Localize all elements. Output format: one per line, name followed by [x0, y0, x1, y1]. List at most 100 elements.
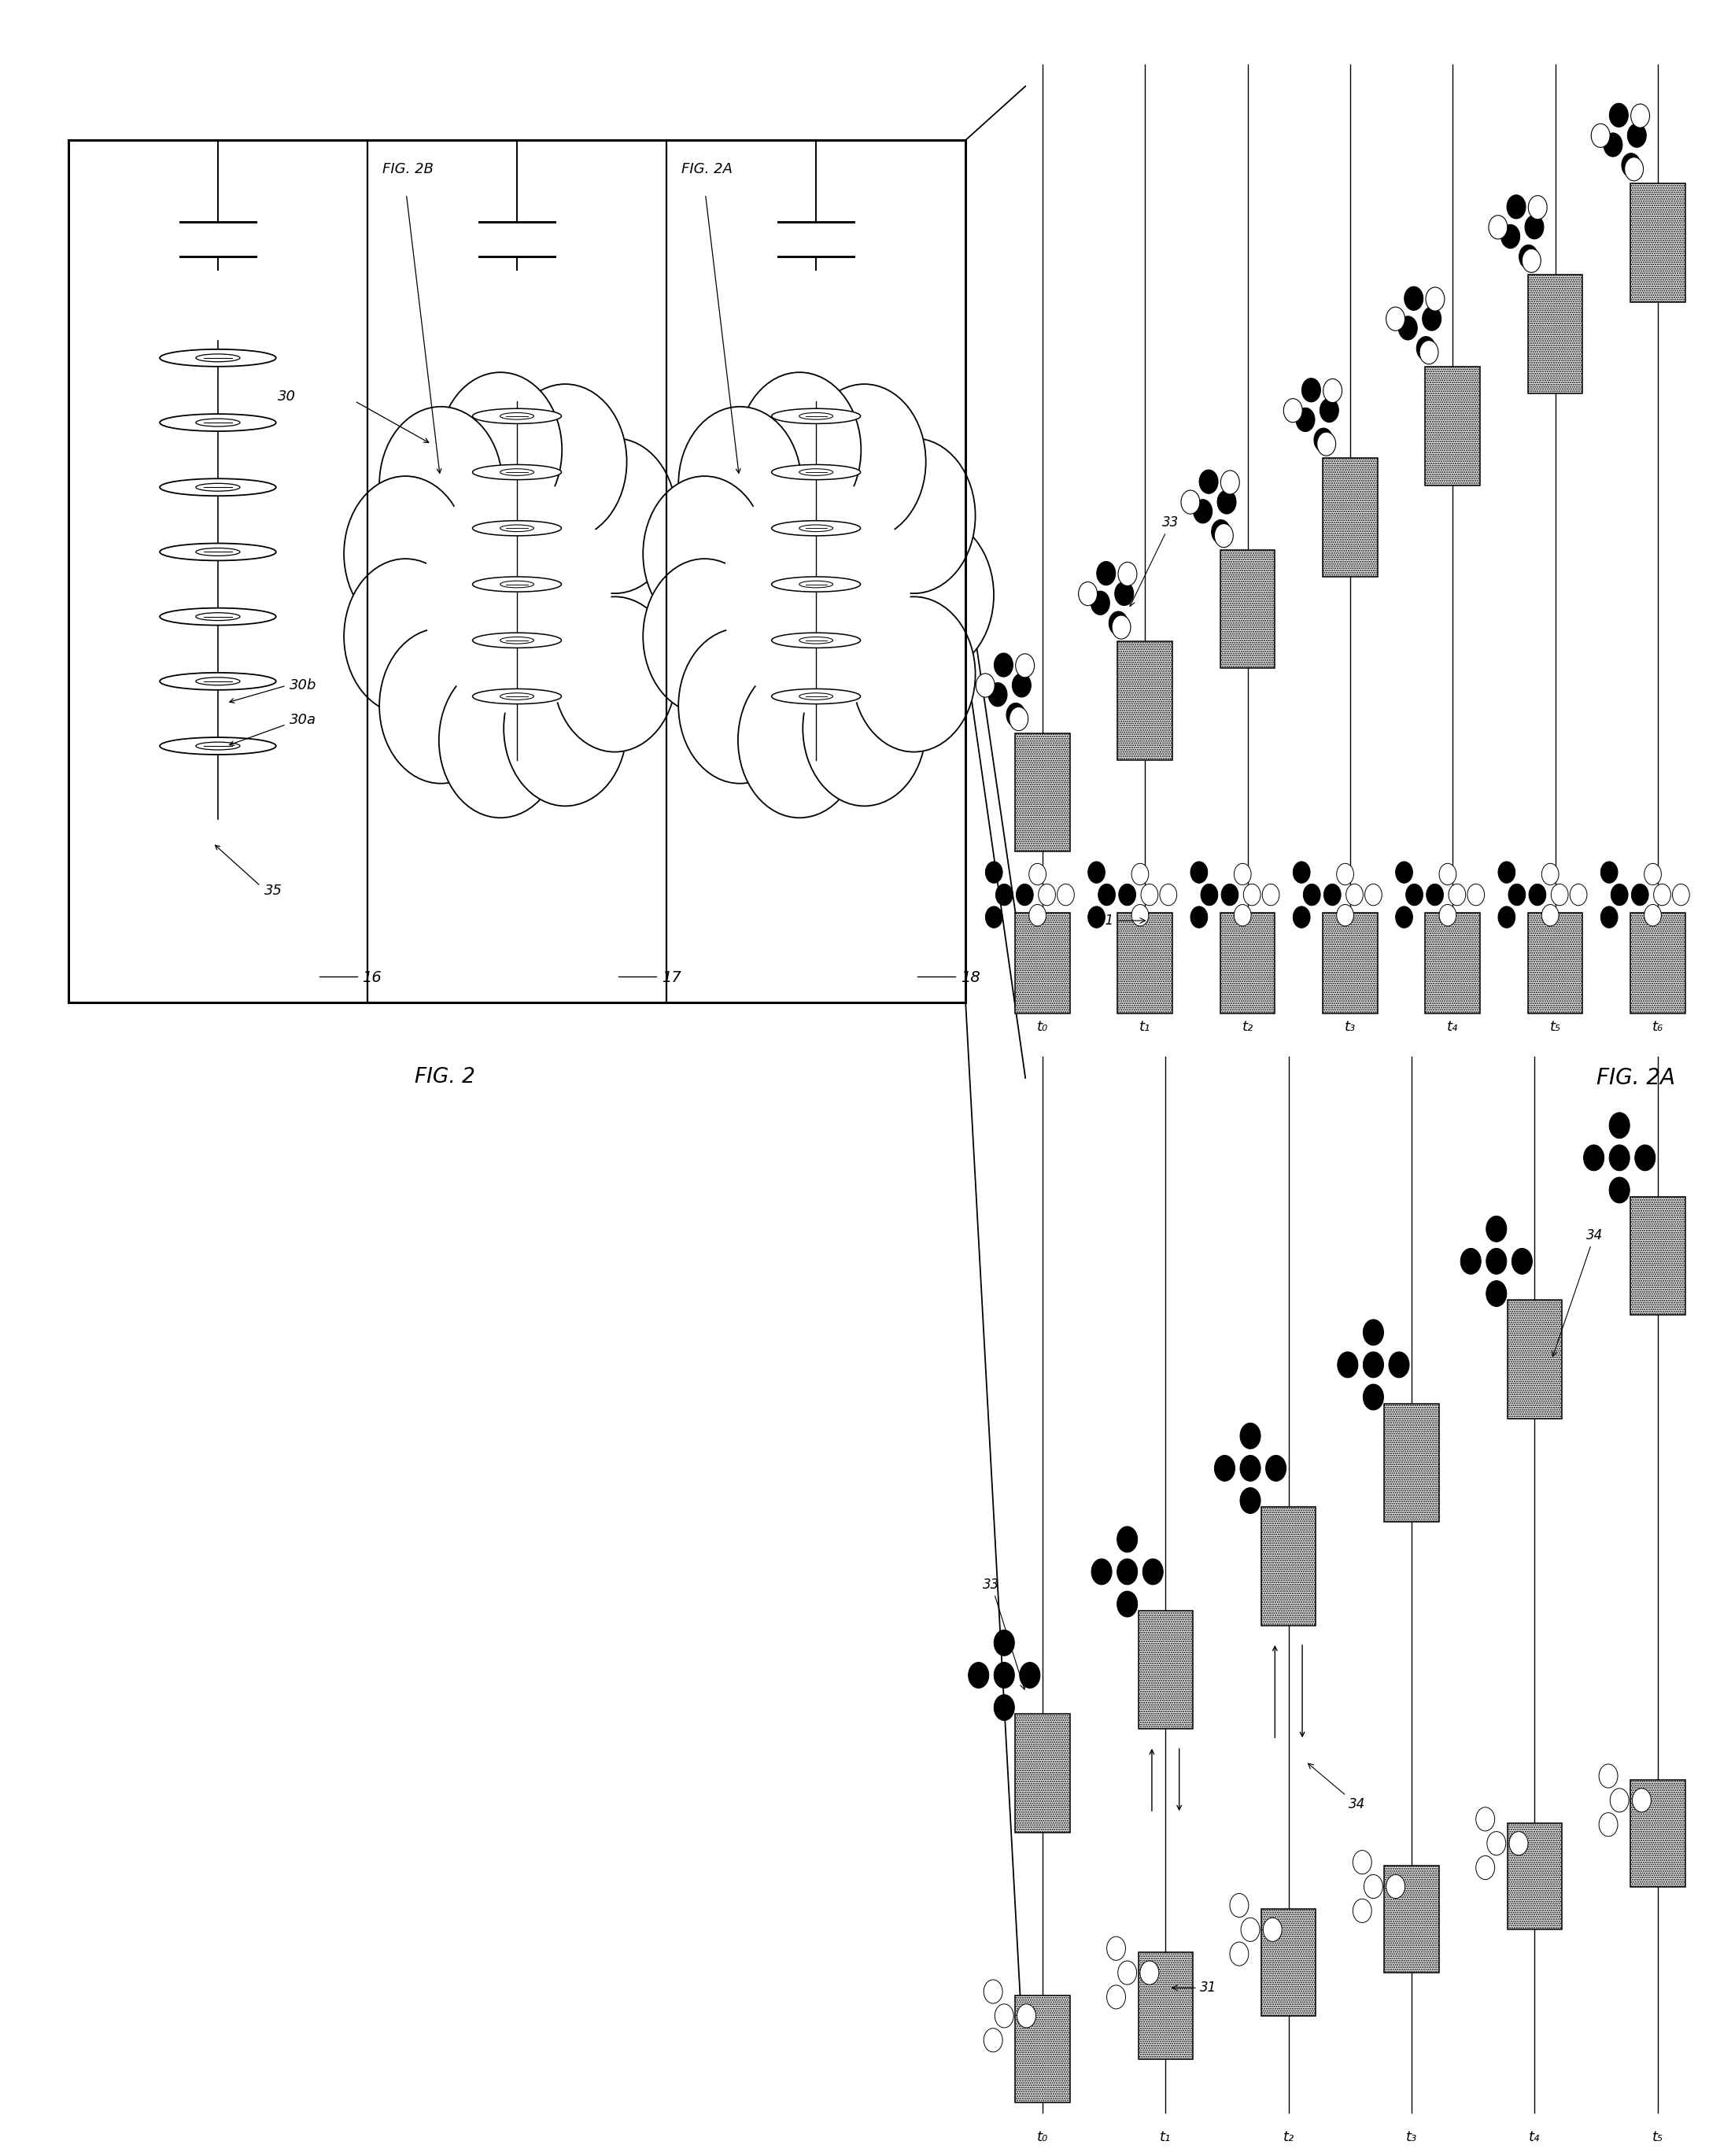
- Circle shape: [853, 597, 976, 752]
- Ellipse shape: [800, 580, 832, 589]
- Circle shape: [1627, 123, 1646, 147]
- Ellipse shape: [800, 636, 832, 645]
- Bar: [1015, 733, 1070, 852]
- Text: FIG. 2A: FIG. 2A: [682, 162, 733, 177]
- Circle shape: [1336, 906, 1354, 927]
- Circle shape: [554, 438, 677, 593]
- Bar: [1630, 912, 1685, 1013]
- Ellipse shape: [772, 690, 861, 703]
- Bar: [1015, 912, 1070, 1013]
- Ellipse shape: [501, 468, 533, 476]
- Circle shape: [1319, 399, 1338, 423]
- Circle shape: [1107, 1986, 1126, 2009]
- Circle shape: [1118, 563, 1136, 586]
- Circle shape: [1487, 1248, 1507, 1274]
- Circle shape: [1386, 1876, 1405, 1899]
- Circle shape: [1263, 1919, 1282, 1940]
- Text: t₀: t₀: [1037, 2130, 1048, 2145]
- Circle shape: [1143, 1559, 1164, 1585]
- Text: 31: 31: [1097, 914, 1145, 927]
- Bar: [68, 140, 966, 1003]
- Text: 33: 33: [983, 1578, 1025, 1690]
- Circle shape: [1610, 1112, 1630, 1138]
- Circle shape: [1468, 884, 1485, 906]
- Circle shape: [986, 906, 1003, 927]
- Circle shape: [1191, 906, 1208, 927]
- Circle shape: [1600, 1764, 1618, 1787]
- Circle shape: [1499, 862, 1516, 884]
- Circle shape: [1020, 1662, 1041, 1688]
- Circle shape: [1487, 1216, 1507, 1242]
- Text: 34: 34: [1552, 1229, 1603, 1356]
- Text: t₄: t₄: [1530, 2130, 1540, 2145]
- Circle shape: [1118, 1591, 1138, 1617]
- Ellipse shape: [772, 522, 861, 537]
- Ellipse shape: [161, 349, 277, 367]
- Circle shape: [1603, 134, 1622, 157]
- Circle shape: [1090, 591, 1109, 614]
- Circle shape: [1386, 306, 1405, 330]
- Circle shape: [1389, 1352, 1410, 1378]
- Circle shape: [1530, 884, 1547, 906]
- Circle shape: [1507, 194, 1526, 218]
- Circle shape: [1542, 862, 1559, 884]
- Ellipse shape: [472, 576, 561, 591]
- Circle shape: [1295, 407, 1314, 431]
- Circle shape: [1266, 1455, 1287, 1481]
- Circle shape: [1584, 1145, 1605, 1171]
- Circle shape: [396, 444, 636, 746]
- Circle shape: [1654, 884, 1671, 906]
- Circle shape: [1212, 520, 1230, 543]
- Circle shape: [1058, 884, 1075, 906]
- Text: t₂: t₂: [1283, 2130, 1294, 2145]
- Circle shape: [803, 384, 926, 539]
- Ellipse shape: [161, 737, 277, 755]
- Ellipse shape: [472, 690, 561, 703]
- Circle shape: [1461, 1248, 1482, 1274]
- Circle shape: [1439, 906, 1456, 927]
- Circle shape: [643, 476, 766, 632]
- Circle shape: [1501, 224, 1519, 248]
- Circle shape: [1512, 1248, 1533, 1274]
- Circle shape: [1039, 884, 1056, 906]
- Bar: [1138, 1953, 1193, 2059]
- Circle shape: [1097, 561, 1116, 584]
- Ellipse shape: [197, 612, 239, 621]
- Ellipse shape: [472, 466, 561, 481]
- Text: 33: 33: [1130, 515, 1179, 606]
- Circle shape: [1364, 1384, 1384, 1410]
- Text: FIG. 2A: FIG. 2A: [1596, 1067, 1675, 1089]
- Circle shape: [1089, 906, 1106, 927]
- Text: t₅: t₅: [1550, 1020, 1560, 1035]
- Bar: [1425, 367, 1480, 485]
- Circle shape: [643, 558, 766, 714]
- Ellipse shape: [501, 580, 533, 589]
- Ellipse shape: [161, 608, 277, 625]
- Circle shape: [995, 1695, 1015, 1720]
- Circle shape: [1477, 1856, 1495, 1880]
- Circle shape: [1012, 673, 1031, 696]
- Circle shape: [504, 384, 627, 539]
- Text: 31: 31: [1172, 1981, 1217, 1994]
- Ellipse shape: [161, 414, 277, 431]
- Circle shape: [678, 407, 802, 563]
- Circle shape: [1201, 884, 1219, 906]
- Circle shape: [1407, 884, 1424, 906]
- Circle shape: [1007, 703, 1025, 727]
- Ellipse shape: [472, 407, 561, 423]
- Circle shape: [1323, 379, 1342, 403]
- Circle shape: [1089, 862, 1106, 884]
- Circle shape: [1601, 906, 1618, 927]
- Circle shape: [984, 2029, 1003, 2053]
- Text: 18: 18: [960, 970, 979, 985]
- Circle shape: [1449, 884, 1466, 906]
- Circle shape: [1217, 489, 1236, 513]
- Circle shape: [1140, 1962, 1159, 1984]
- Circle shape: [344, 476, 467, 632]
- Circle shape: [1114, 582, 1133, 606]
- Ellipse shape: [501, 636, 533, 645]
- Circle shape: [1528, 196, 1547, 220]
- Text: FIG. 2B: FIG. 2B: [383, 162, 434, 177]
- Ellipse shape: [161, 673, 277, 690]
- Circle shape: [738, 662, 861, 817]
